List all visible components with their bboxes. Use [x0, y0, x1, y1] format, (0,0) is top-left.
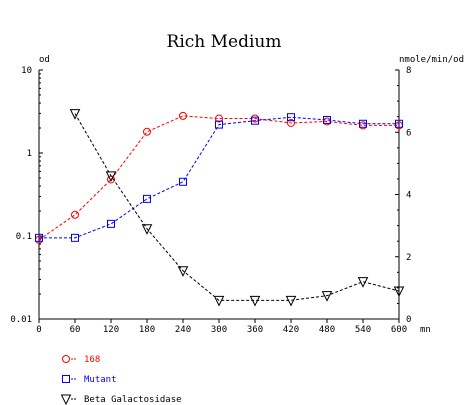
data-point [143, 194, 151, 203]
legend-label: Mutant [84, 375, 117, 385]
right-tick-label: 6 [406, 128, 411, 138]
legend-marker [62, 375, 70, 383]
x-tick-label: 0 [36, 325, 41, 335]
left-tick-label: 0.01 [10, 315, 32, 325]
data-point [71, 210, 79, 219]
data-point [393, 286, 405, 298]
data-point [143, 127, 151, 136]
data-point [323, 115, 331, 124]
data-point [69, 109, 81, 120]
x-tick-label: 420 [283, 325, 299, 335]
legend-label: Beta Galactosidase [84, 395, 182, 405]
legend-marker [60, 394, 72, 405]
data-point [359, 119, 367, 128]
legend: 168 Mutant Beta Galactosidase [60, 355, 182, 405]
series-1 [35, 111, 403, 244]
data-point [215, 114, 223, 123]
left-axis-label: od [39, 55, 50, 65]
right-tick-label: 4 [406, 191, 411, 201]
series-line [74, 113, 400, 301]
series-2 [35, 113, 403, 242]
x-tick-label: 300 [211, 325, 227, 335]
data-point [35, 233, 43, 242]
x-tick-label: 120 [103, 325, 119, 335]
data-point [251, 116, 259, 125]
data-point [215, 120, 223, 129]
data-point [285, 295, 297, 307]
x-tick-label: 600 [391, 325, 407, 335]
data-point [107, 219, 115, 228]
x-tick-label: 180 [139, 325, 155, 335]
data-point [71, 233, 79, 242]
data-point [213, 295, 225, 307]
series-3 [69, 109, 405, 307]
right-tick-label: 0 [406, 315, 411, 325]
data-point [395, 119, 403, 128]
data-point [179, 111, 187, 120]
left-tick-label: 10 [21, 66, 32, 76]
legend-label: 168 [84, 355, 100, 365]
data-point [177, 266, 189, 277]
data-point [249, 295, 261, 307]
data-point [141, 224, 153, 235]
series-line [39, 116, 399, 239]
right-tick-label: 2 [406, 253, 411, 263]
data-point [105, 171, 117, 182]
series-line [38, 115, 399, 241]
series-layer [35, 109, 405, 307]
x-unit-label: mn [420, 325, 431, 335]
chart-title: Rich Medium [167, 32, 282, 52]
data-point [287, 113, 295, 122]
x-tick-label: 240 [175, 325, 191, 335]
data-point [321, 291, 333, 302]
data-point [357, 277, 369, 288]
x-tick-label: 480 [319, 325, 335, 335]
left-tick-label: 1 [27, 149, 32, 159]
left-tick-label: 0.1 [16, 232, 32, 242]
right-tick-label: 8 [406, 66, 411, 76]
x-tick-label: 60 [70, 325, 81, 335]
data-point [179, 177, 187, 186]
data-point [287, 118, 295, 127]
x-tick-label: 360 [247, 325, 263, 335]
axes: 0 60 120 180 240 300 360 420 480 540 600 mn0.010.11… [10, 66, 431, 335]
right-axis-label: nmole/min/od [399, 55, 464, 65]
legend-marker [62, 355, 70, 363]
x-tick-label: 540 [355, 325, 371, 335]
